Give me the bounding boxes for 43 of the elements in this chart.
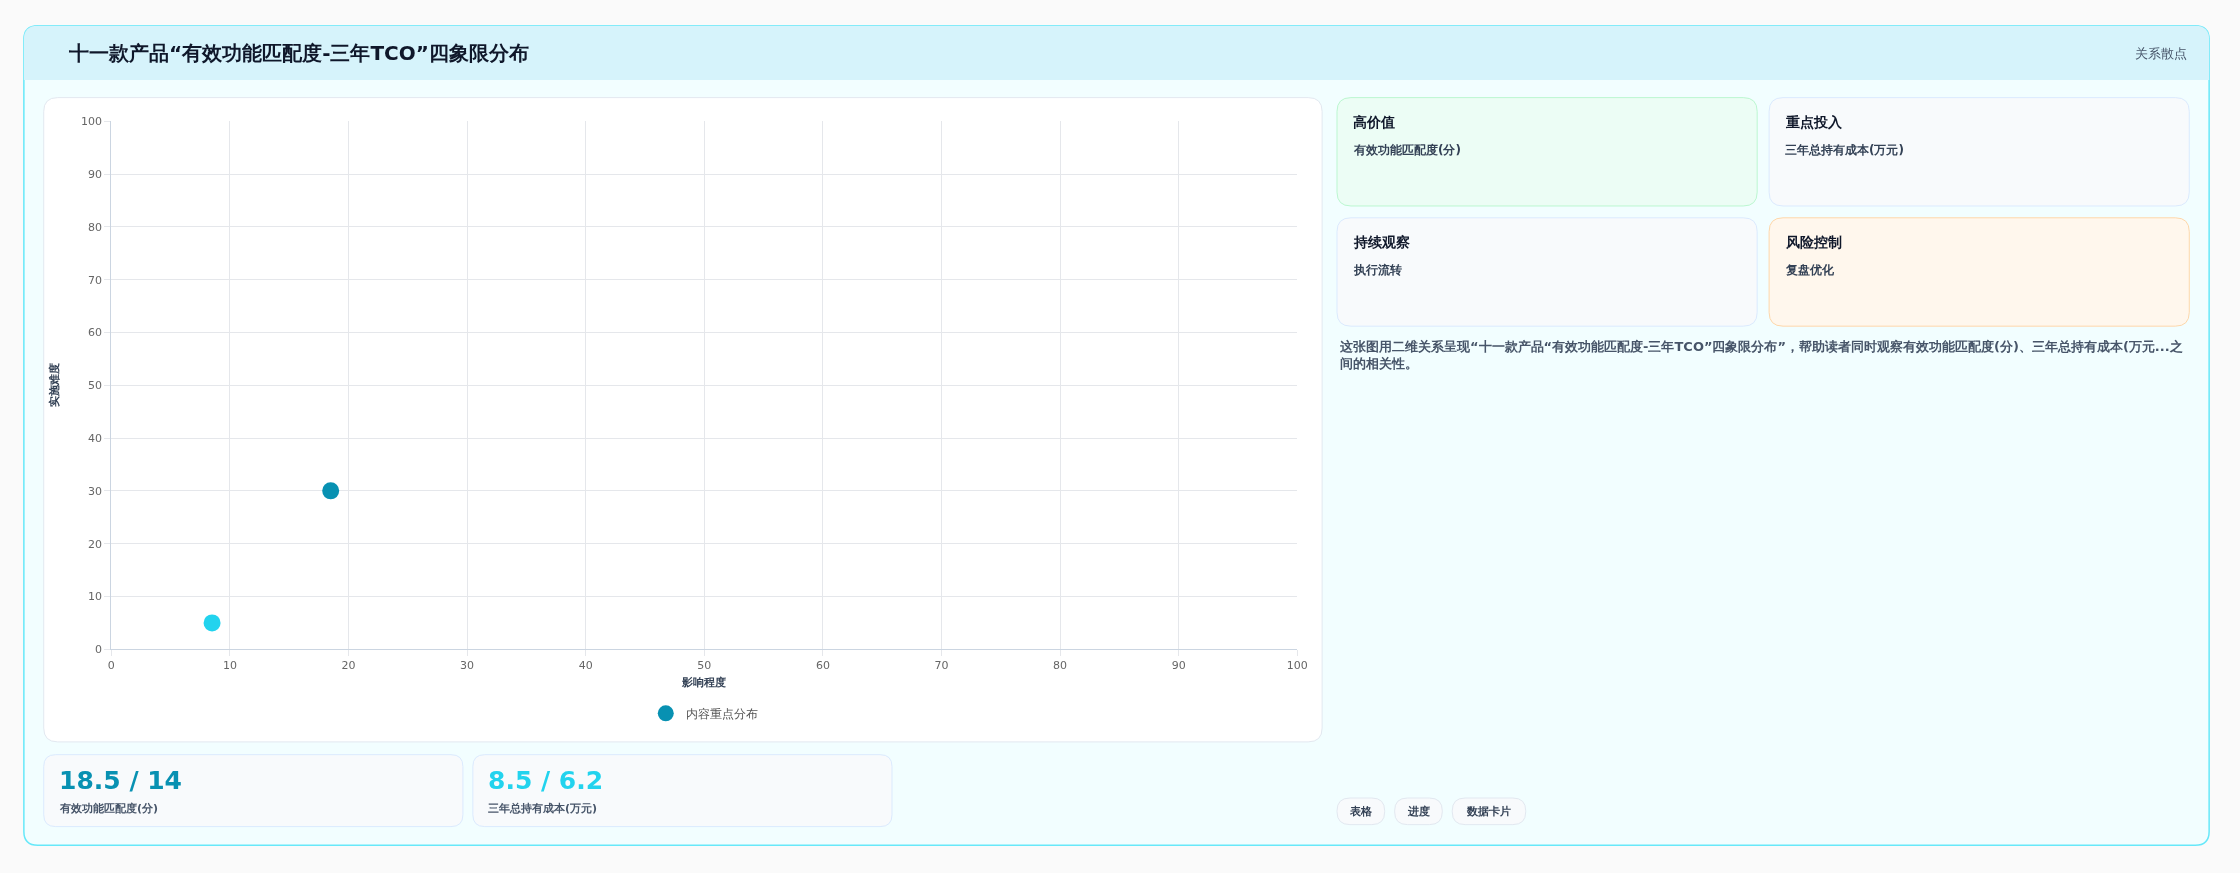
x-tick-label: 70 — [934, 659, 949, 673]
x-tick-label: 90 — [1171, 659, 1186, 673]
y-tick-label: 90 — [88, 167, 103, 181]
y-tick-label: 40 — [88, 431, 103, 445]
category-label: 有效功能匹配度(分) — [59, 802, 159, 815]
x-tick-label: 0 — [107, 659, 115, 673]
category-label: 风险控制 — [1785, 234, 1842, 250]
text: 有效功能匹配度(分) — [1354, 143, 1461, 157]
text: 进度 — [1407, 805, 1430, 818]
x-tick-label: 10 — [222, 659, 237, 673]
y-axis-title: 实施难度 — [47, 363, 61, 408]
text: 表格 — [1349, 805, 1373, 818]
text: 执行流转 — [1354, 263, 1402, 277]
x-tick-label: 60 — [815, 659, 830, 673]
text: 这张图用二维关系呈现“十一款产品“有效功能匹配度-三年TCO”四象限分布”，帮助读者同时观察有效功能匹配度(分)、三年总持有成本(万元...之间的相关性。 — [1339, 339, 2183, 371]
x-tick-label: 80 — [1053, 659, 1068, 673]
chart-title: 十一款产品“有效功能匹配度-三年TCO”四象限分布 — [68, 41, 529, 65]
text: 三年总持有成本(万元) — [1785, 143, 1904, 157]
x-tick-label: 100 — [1286, 659, 1308, 673]
x-axis-title: 影响程度 — [681, 675, 727, 689]
x-tick-label: 30 — [460, 659, 475, 673]
category-label: 三年总持有成本(万元) — [488, 802, 598, 815]
text: 数据卡片 — [1466, 805, 1511, 818]
legend-label: 内容重点分布 — [685, 706, 758, 721]
y-tick-label: 20 — [88, 537, 103, 551]
category-label: 重点投入 — [1785, 114, 1843, 130]
text: 18.5 / 14 — [59, 766, 183, 795]
y-tick-label: 30 — [88, 484, 103, 498]
y-tick-label: 50 — [88, 379, 103, 393]
x-tick-label: 50 — [697, 659, 712, 673]
y-tick-label: 60 — [88, 326, 103, 340]
category-label: 持续观察 — [1353, 234, 1410, 250]
x-tick-label: 20 — [341, 659, 356, 673]
text: 关系散点 — [2135, 46, 2187, 61]
y-tick-label: 100 — [81, 115, 103, 129]
x-tick-label: 40 — [578, 659, 593, 673]
y-tick-label: 10 — [88, 590, 103, 604]
y-tick-label: 70 — [88, 273, 103, 287]
text: 复盘优化 — [1786, 263, 1834, 277]
category-label: 高价值 — [1353, 114, 1395, 130]
text: 8.5 / 6.2 — [488, 766, 604, 795]
y-tick-label: 80 — [88, 220, 103, 234]
y-tick-label: 0 — [95, 643, 103, 657]
